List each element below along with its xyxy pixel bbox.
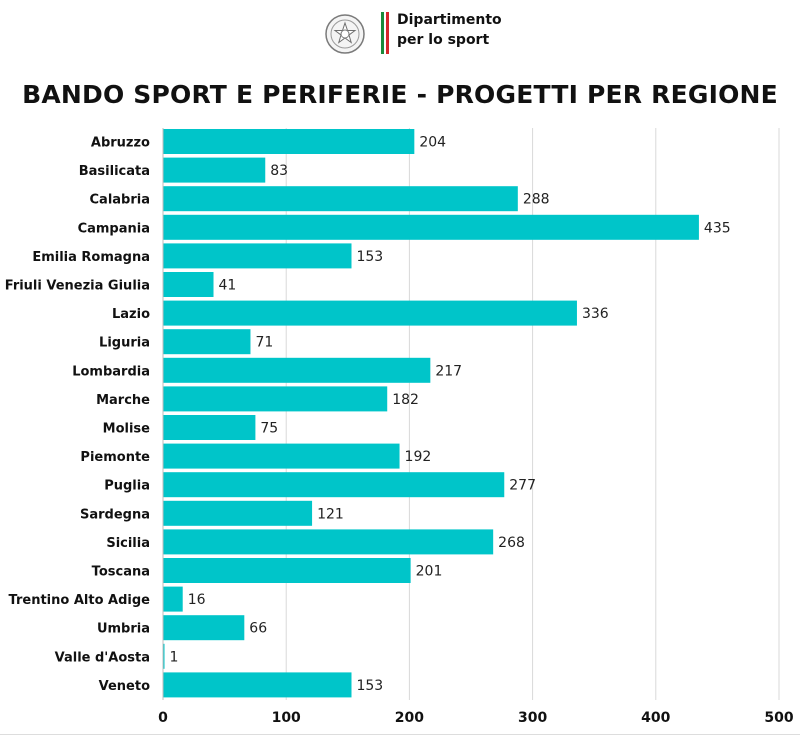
category-label: Lazio (112, 307, 150, 322)
category-label: Sicilia (106, 536, 150, 551)
category-label: Valle d'Aosta (55, 650, 150, 665)
data-label: 83 (270, 163, 288, 179)
bar (163, 529, 494, 555)
organization-name-line1: Dipartimento (397, 12, 502, 28)
data-label: 16 (188, 592, 206, 608)
data-label: 435 (704, 220, 731, 236)
category-label: Marche (96, 393, 150, 408)
flag-stripe-green (381, 12, 384, 54)
category-label: Trentino Alto Adige (9, 593, 151, 608)
data-label: 277 (509, 478, 536, 494)
category-label: Friuli Venezia Giulia (5, 279, 150, 294)
bar (163, 272, 214, 297)
bar (163, 472, 505, 498)
category-label: Molise (103, 422, 151, 437)
bar (163, 415, 256, 440)
data-label: 182 (392, 392, 419, 408)
bar (163, 300, 577, 326)
bar (163, 329, 251, 355)
data-label: 288 (523, 192, 550, 208)
category-label: Calabria (90, 193, 151, 208)
x-tick-label: 500 (764, 710, 793, 726)
x-tick-label: 0 (158, 710, 168, 726)
category-label: Liguria (99, 336, 150, 351)
category-label: Piemonte (80, 450, 150, 465)
data-label: 217 (435, 363, 462, 379)
bar (163, 157, 266, 183)
data-label: 204 (419, 135, 446, 151)
category-label: Veneto (99, 679, 150, 694)
bar (163, 357, 431, 383)
data-label: 121 (317, 506, 344, 522)
category-label: Basilicata (79, 164, 150, 179)
data-label: 71 (255, 335, 273, 351)
x-tick-label: 200 (395, 710, 424, 726)
chart-title: BANDO SPORT E PERIFERIE - PROGETTI PER R… (22, 80, 778, 109)
organization-name-line2: per lo sport (397, 32, 490, 48)
category-label: Emilia Romagna (32, 250, 150, 265)
bar (163, 500, 313, 526)
x-tick-label: 300 (518, 710, 547, 726)
data-label: 268 (498, 535, 525, 551)
italian-republic-emblem-icon (325, 14, 365, 54)
bar (163, 672, 352, 698)
bar (163, 243, 352, 269)
bar (163, 129, 415, 154)
x-tick-label: 100 (272, 710, 301, 726)
bar (163, 558, 411, 583)
data-label: 41 (219, 278, 237, 294)
data-label: 66 (249, 621, 267, 637)
header: Dipartimento per lo sport (0, 10, 800, 58)
category-label: Umbria (97, 622, 150, 637)
bottom-divider (0, 734, 800, 735)
data-label: 153 (356, 678, 383, 694)
x-tick-label: 400 (641, 710, 670, 726)
category-label: Sardegna (80, 507, 150, 522)
category-label: Abruzzo (91, 136, 150, 151)
data-label: 75 (260, 421, 278, 437)
bar (163, 586, 183, 612)
category-label: Puglia (104, 479, 150, 494)
bar (163, 386, 388, 412)
bar (163, 443, 400, 469)
category-label: Campania (78, 221, 150, 236)
bar (163, 615, 245, 641)
data-label: 201 (416, 564, 443, 580)
bar (163, 643, 165, 669)
data-label: 1 (170, 649, 179, 665)
data-label: 192 (405, 449, 432, 465)
category-label: Toscana (92, 565, 150, 580)
flag-stripe-red (386, 12, 389, 54)
organization-name: Dipartimento per lo sport (397, 10, 502, 50)
data-label: 153 (356, 249, 383, 265)
data-label: 336 (582, 306, 609, 322)
bar (163, 214, 699, 240)
bar (163, 186, 518, 212)
category-label: Lombardia (72, 364, 150, 379)
